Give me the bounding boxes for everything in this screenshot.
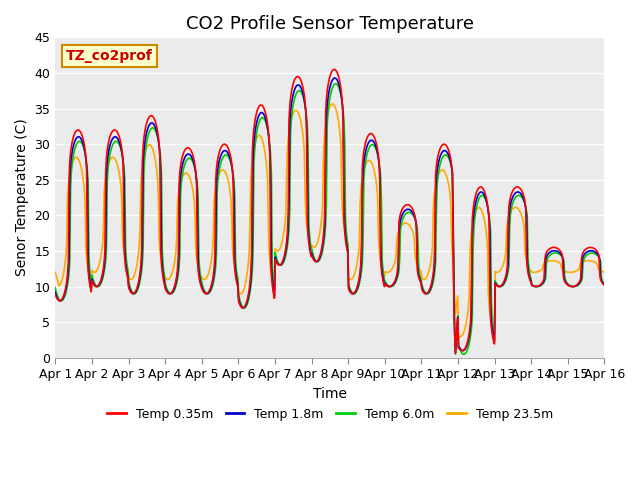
Temp 1.8m <box>203 291 211 297</box>
Temp 6.0m <box>51 285 59 291</box>
X-axis label: Time: Time <box>313 387 347 401</box>
Temp 23.5m <box>454 336 462 341</box>
Temp 0.35m <box>397 209 405 215</box>
Temp 1.8m <box>173 272 181 277</box>
Temp 0.35m <box>173 266 181 272</box>
Temp 6.0m <box>332 81 339 87</box>
Temp 23.5m <box>118 198 125 204</box>
Temp 23.5m <box>51 269 59 275</box>
Temp 23.5m <box>173 201 181 207</box>
Legend: Temp 0.35m, Temp 1.8m, Temp 6.0m, Temp 23.5m: Temp 0.35m, Temp 1.8m, Temp 6.0m, Temp 2… <box>102 403 558 425</box>
Temp 1.8m <box>413 260 421 265</box>
Temp 6.0m <box>452 351 460 357</box>
Temp 0.35m <box>203 291 211 297</box>
Temp 0.35m <box>61 287 69 293</box>
Temp 23.5m <box>203 275 211 281</box>
Temp 1.8m <box>61 289 69 295</box>
Line: Temp 0.35m: Temp 0.35m <box>55 70 604 353</box>
Temp 23.5m <box>397 223 405 229</box>
Temp 1.8m <box>397 215 405 220</box>
Temp 0.35m <box>452 350 460 356</box>
Temp 6.0m <box>173 276 181 282</box>
Temp 1.8m <box>331 75 339 81</box>
Line: Temp 1.8m: Temp 1.8m <box>55 78 604 353</box>
Text: TZ_co2prof: TZ_co2prof <box>67 49 153 63</box>
Temp 6.0m <box>61 292 69 298</box>
Temp 23.5m <box>61 259 69 265</box>
Line: Temp 6.0m: Temp 6.0m <box>55 84 604 354</box>
Temp 6.0m <box>397 222 405 228</box>
Temp 1.8m <box>118 149 125 155</box>
Temp 0.35m <box>118 145 125 151</box>
Temp 6.0m <box>600 281 608 287</box>
Temp 0.35m <box>413 267 421 273</box>
Temp 23.5m <box>413 262 421 268</box>
Temp 0.35m <box>600 282 608 288</box>
Line: Temp 23.5m: Temp 23.5m <box>55 104 604 338</box>
Temp 1.8m <box>452 350 460 356</box>
Temp 23.5m <box>329 101 337 107</box>
Y-axis label: Senor Temperature (C): Senor Temperature (C) <box>15 119 29 276</box>
Temp 0.35m <box>330 67 338 72</box>
Temp 1.8m <box>600 282 608 288</box>
Temp 6.0m <box>203 290 211 296</box>
Temp 23.5m <box>600 269 608 275</box>
Temp 0.35m <box>51 291 59 297</box>
Temp 6.0m <box>413 226 421 231</box>
Title: CO2 Profile Sensor Temperature: CO2 Profile Sensor Temperature <box>186 15 474 33</box>
Temp 1.8m <box>51 289 59 295</box>
Temp 6.0m <box>118 149 125 155</box>
